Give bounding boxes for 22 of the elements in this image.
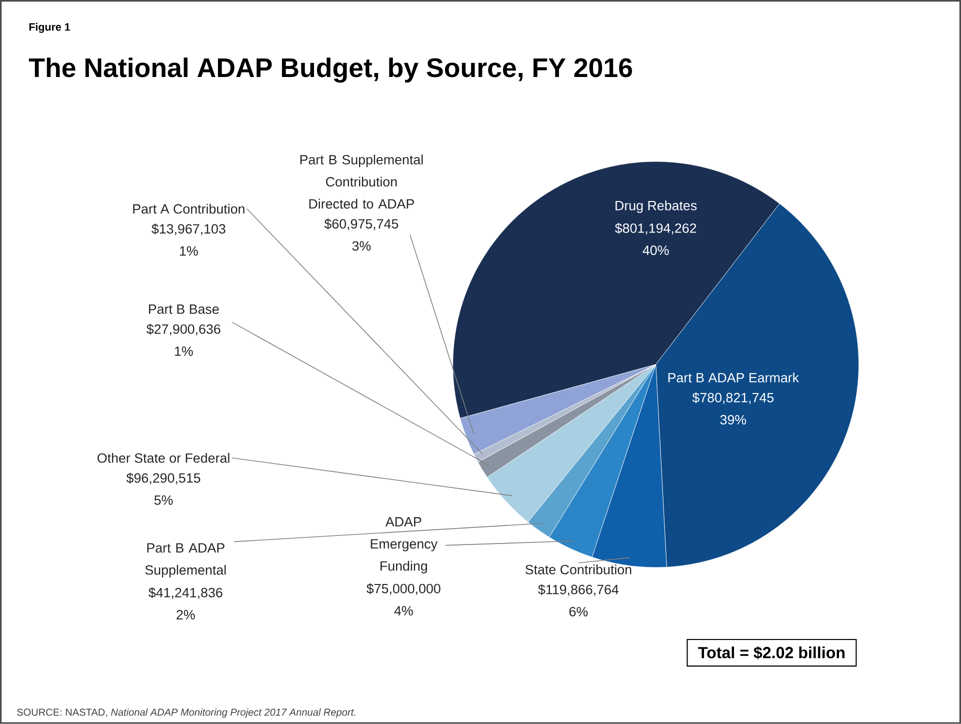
data-label: $41,241,836 2% [148,587,222,620]
caption: Figure 1 [29,22,70,33]
source-note: SOURCE: NASTAD, National ADAP Monitoring Project 2017 Annual Report. [17,708,356,718]
data-label: $780,821,745 39% [692,392,774,425]
slice-label: Part B ADAP Earmark [668,372,800,382]
slice-label: Part A Contribution [133,204,244,214]
slice-label: Part B Base [149,304,219,314]
slice-label: State Contribution [525,564,632,574]
data-label: $801,194,262 40% [614,222,696,256]
data-label: $60,975,745 3% [324,218,398,251]
slice-label: Other State or Federal [98,453,230,463]
data-label: $96,290,515 5% [126,472,200,505]
slice-label: Drug Rebates [616,200,697,214]
slice-label: Part B ADAP Supplemental [145,543,226,578]
chart-title: The National ADAP Budget, by Source, FY 2016 [28,58,632,83]
data-label: $119,866,764 6% [538,584,619,616]
data-label: $27,900,636 1% [146,324,220,356]
data-label: $13,967,103 1% [152,224,226,256]
data-label: $75,000,000 4% [366,583,440,616]
slice-label: ADAP Emergency Funding [370,517,438,574]
slice-label: Part B Supplemental Contribution Directed to ADAP [300,154,423,209]
text: Total = $2.02 billion [698,646,844,660]
